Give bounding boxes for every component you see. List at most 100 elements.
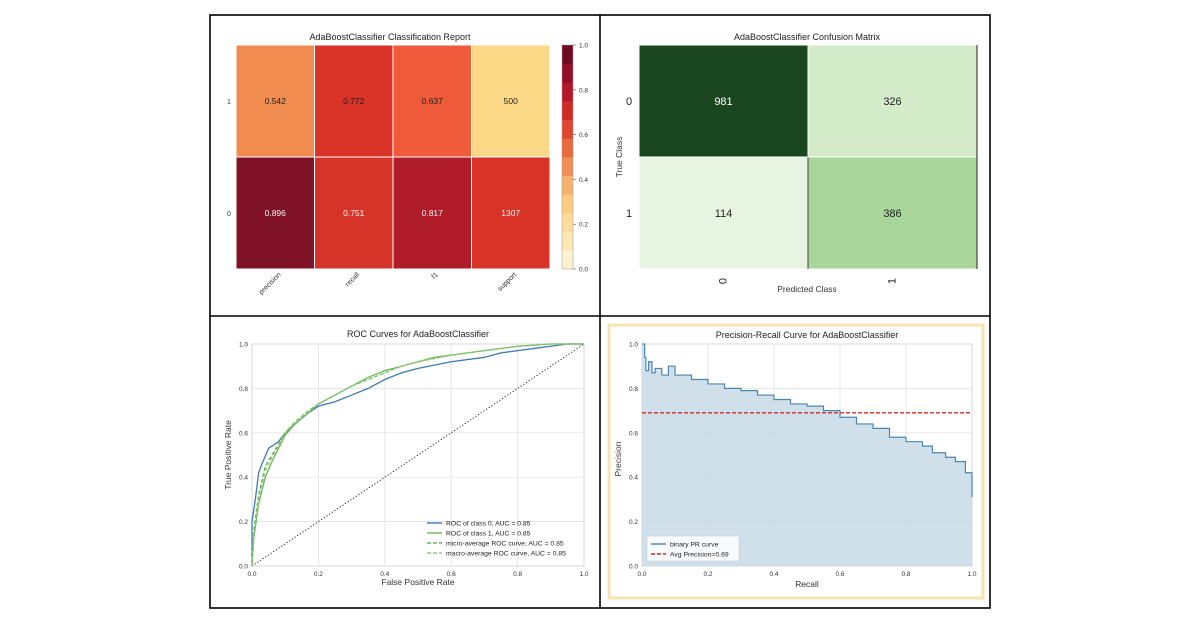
row-tick-label: 0 — [227, 211, 231, 218]
matrix-cell — [638, 44, 809, 158]
y-tick-label: 0.8 — [239, 386, 248, 393]
x-tick-label: 0 — [718, 278, 730, 284]
cell-value-label: 1307 — [501, 208, 520, 218]
x-tick-label: 0.0 — [637, 571, 646, 578]
colorbar-step — [562, 63, 573, 83]
cell-count-label: 114 — [715, 208, 733, 220]
cell-value-label: 500 — [504, 96, 518, 106]
y-tick-label: 0.2 — [239, 519, 248, 526]
chart-title: AdaBoostClassifier Confusion Matrix — [734, 32, 881, 42]
roc-curve-panel: ROC Curves for AdaBoostClassifier 0.00.0… — [223, 329, 589, 587]
heatmap-cell — [314, 156, 394, 270]
legend-label: Avg Precision=0.69 — [670, 552, 729, 559]
precision-recall-panel: Precision-Recall Curve for AdaBoostClass… — [613, 330, 977, 589]
cell-count-label: 981 — [714, 96, 732, 108]
legend: ROC of class 0, AUC = 0.85 ROC of class 1… — [427, 521, 566, 558]
colorbar-step — [562, 138, 573, 158]
cell-value-label: 0.751 — [343, 208, 365, 218]
colorbar-tick-label: 0.2 — [579, 222, 588, 229]
x-axis-label: Predicted Class — [777, 284, 837, 294]
y-tick-label: 0.0 — [239, 564, 248, 571]
cell-value-label: 0.637 — [422, 96, 444, 106]
x-axis-label: Recall — [795, 579, 819, 589]
colorbar-frame — [561, 44, 574, 270]
column-tick-label: recall — [344, 271, 361, 288]
column-tick-label: support — [497, 271, 518, 292]
colorbar-step — [562, 82, 573, 102]
x-tick-label: 0.6 — [447, 571, 456, 578]
colorbar-step — [562, 175, 573, 195]
y-tick-label: 1.0 — [629, 342, 638, 349]
x-tick-label: 0.0 — [247, 571, 256, 578]
roc-series-line — [251, 343, 584, 566]
cell-value-label: 0.542 — [265, 96, 287, 106]
x-tick-label: 0.8 — [513, 571, 522, 578]
cell-value-label: 0.817 — [422, 208, 444, 218]
colorbar-step — [562, 119, 573, 139]
x-axis-label: False Positive Rate — [381, 577, 454, 587]
heatmap-cell — [392, 156, 472, 270]
legend-label: ROC of class 0, AUC = 0.85 — [446, 521, 531, 528]
column-tick-label: f1 — [431, 271, 440, 280]
heatmap-cells: 0.542 0.772 0.637 500 0.896 0.751 0.817 1307 — [235, 44, 551, 270]
legend-label: binary PR curve — [670, 542, 719, 549]
chart-title: AdaBoostClassifier Classification Report — [309, 32, 471, 42]
axis-ticks: 0 1 0 1 — [626, 96, 899, 284]
matrix-cell — [638, 156, 809, 270]
y-axis-label: True Positive Rate — [223, 420, 233, 490]
y-tick-label: 0.4 — [629, 475, 638, 482]
y-axis-label: True Class — [614, 137, 624, 178]
colorbar-tick-label: 0.4 — [579, 177, 588, 184]
x-tick-label: 0.8 — [901, 571, 910, 578]
cell-count-label: 326 — [883, 96, 901, 108]
y-tick-label: 0.0 — [629, 564, 638, 571]
x-tick-label: 0.4 — [769, 571, 778, 578]
legend-label: ROC of class 1, AUC = 0.85 — [446, 531, 531, 538]
x-tick-label: 0.6 — [835, 571, 844, 578]
row-tick-label: 1 — [227, 99, 231, 106]
x-tick-label: 0.2 — [314, 571, 323, 578]
matrix-cells: 981 326 114 386 — [638, 44, 978, 270]
y-tick-label: 0.6 — [629, 430, 638, 437]
chart-title: Precision-Recall Curve for AdaBoostClass… — [716, 330, 899, 340]
pr-panel-frame — [607, 323, 985, 600]
colorbar-step — [562, 45, 573, 64]
cell-value-label: 0.896 — [265, 208, 287, 218]
colorbar-step — [562, 194, 573, 214]
colorbar-tick-label: 0.8 — [579, 87, 588, 94]
x-tick-label: 0.2 — [703, 571, 712, 578]
colorbar-step — [562, 101, 573, 120]
cell-count-label: 386 — [883, 208, 901, 220]
y-tick-label: 0 — [626, 96, 632, 108]
y-tick-label: 0.4 — [239, 475, 248, 482]
pr-area-fill — [642, 344, 972, 566]
cell-value-label: 0.772 — [343, 96, 365, 106]
x-tick-label: 1.0 — [579, 571, 588, 578]
x-tick-label: 1 — [887, 278, 899, 284]
y-tick-label: 0.8 — [629, 386, 638, 393]
y-tick-label: 1 — [626, 208, 632, 220]
colorbar-tick-label: 0.0 — [579, 267, 588, 274]
legend: binary PR curve Avg Precision=0.69 — [646, 535, 740, 562]
confusion-matrix-panel: AdaBoostClassifier Confusion Matrix 981 3… — [614, 32, 978, 294]
colorbar-step — [562, 250, 573, 270]
pr-curve-line — [642, 343, 973, 498]
y-tick-label: 1.0 — [239, 342, 248, 349]
x-tick-label: 0.4 — [380, 571, 389, 578]
heatmap-cell — [235, 44, 315, 158]
classification-report-panel: AdaBoostClassifier Classification Report… — [227, 32, 588, 296]
chart-title: ROC Curves for AdaBoostClassifier — [347, 329, 489, 339]
legend-box — [646, 535, 740, 562]
colorbar-tick-label: 0.6 — [579, 132, 588, 139]
legend-label: micro-average ROC curve, AUC = 0.85 — [446, 541, 564, 548]
panel-borders — [209, 14, 991, 609]
y-tick-label: 0.2 — [629, 519, 638, 526]
matrix-cell — [807, 44, 978, 158]
colorbar-tick-label: 1.0 — [579, 43, 588, 50]
colorbar-step — [562, 231, 573, 251]
legend-label: macro-average ROC curve, AUC = 0.85 — [446, 551, 566, 558]
colorbar-step — [562, 213, 573, 232]
heatmap-cell — [235, 156, 315, 270]
y-tick-label: 0.6 — [239, 430, 248, 437]
